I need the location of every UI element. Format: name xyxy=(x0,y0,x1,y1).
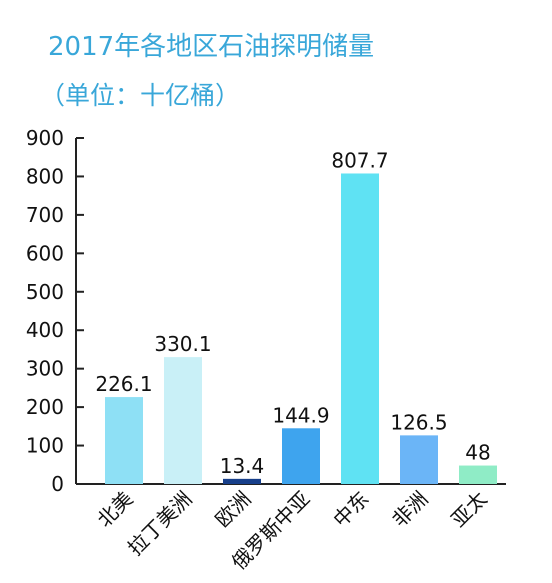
chart-subtitle: （单位：十亿桶） xyxy=(40,81,241,110)
y-tick-label: 700 xyxy=(26,203,64,227)
chart-title-block: 2017年各地区石油探明储量 （单位：十亿桶） xyxy=(0,0,552,130)
data-label: 330.1 xyxy=(154,332,211,356)
y-tick-label: 200 xyxy=(26,395,64,419)
y-axis-ticks: 0 100 200 300 400 500 600 700 800 900 xyxy=(26,126,84,496)
data-label: 126.5 xyxy=(390,410,447,434)
chart-title: 2017年各地区石油探明储量 xyxy=(48,32,375,62)
y-tick-label: 0 xyxy=(51,472,64,496)
data-label: 13.4 xyxy=(220,454,265,478)
y-tick-label: 300 xyxy=(26,357,64,381)
y-tick-label: 900 xyxy=(26,126,64,150)
category-label: 北美 xyxy=(92,487,137,532)
bar xyxy=(400,435,438,484)
category-label: 欧洲 xyxy=(210,487,255,532)
y-tick-label: 600 xyxy=(26,241,64,265)
category-label: 拉丁美洲 xyxy=(123,487,197,561)
y-tick-label: 800 xyxy=(26,164,64,188)
data-label: 48 xyxy=(465,441,490,465)
bar xyxy=(164,357,202,484)
bar xyxy=(459,465,497,484)
category-label: 中东 xyxy=(328,487,373,532)
bar xyxy=(223,478,261,484)
bar xyxy=(282,428,320,484)
category-label: 亚太 xyxy=(446,487,491,532)
y-tick-label: 400 xyxy=(26,318,64,342)
y-tick-label: 500 xyxy=(26,280,64,304)
data-label: 807.7 xyxy=(331,148,388,172)
data-label: 226.1 xyxy=(95,372,152,396)
bar xyxy=(341,173,379,484)
y-tick-label: 100 xyxy=(26,434,64,458)
bars-group xyxy=(105,173,497,484)
bar xyxy=(105,397,143,484)
category-label: 非洲 xyxy=(387,487,432,532)
data-label: 144.9 xyxy=(272,403,329,427)
